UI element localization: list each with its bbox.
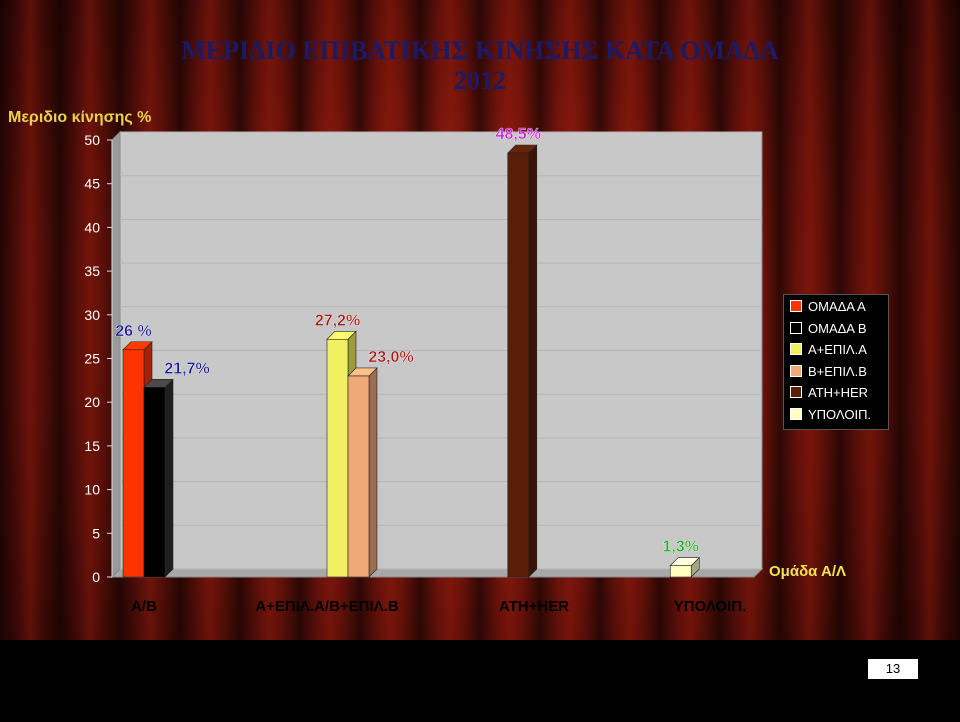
bar <box>669 565 692 578</box>
legend-entry: Α+ΕΠΙΛ.Α <box>790 342 867 360</box>
legend-entry: ATH+HER <box>790 385 868 403</box>
legend-swatch <box>790 386 802 398</box>
data-label: 26 % <box>115 323 151 340</box>
bar <box>122 349 145 578</box>
x-tick-label: ATH+HER <box>499 598 569 615</box>
data-label: 21,7% <box>164 360 209 377</box>
y-tick-label: 30 <box>84 307 100 323</box>
bar-side <box>164 378 174 578</box>
data-label: 48,5% <box>496 126 541 143</box>
y-tick-label: 40 <box>84 219 100 235</box>
grid-lines <box>120 131 762 570</box>
y-tick-label: 20 <box>84 394 100 410</box>
plot-side-wall <box>111 130 121 579</box>
bar <box>507 152 530 578</box>
x-tick-label: Α/Β <box>131 598 157 615</box>
plot-floor <box>110 568 764 578</box>
y-tick-label: 25 <box>84 351 100 367</box>
data-labels: 26 % 21,7% 27,2% 23,0% 48,5% 1,3% <box>115 126 699 556</box>
legend-label: Α+ΕΠΙΛ.Α <box>808 342 867 357</box>
bar <box>143 387 166 578</box>
y-tick-label: 35 <box>84 263 100 279</box>
legend-label: Β+ΕΠΙΛ.Β <box>808 363 867 379</box>
bar-side <box>528 144 538 578</box>
y-axis: 0 5 10 15 20 25 30 35 40 45 50 <box>84 132 113 585</box>
legend-swatch <box>790 407 802 420</box>
data-label: 23,0% <box>368 349 413 366</box>
bar <box>347 375 370 578</box>
bar-chart: 0 5 10 15 20 25 30 35 40 45 50 26 % 21,7% 27,2% 23,0%… <box>84 126 764 615</box>
page-number: 13 <box>868 659 918 679</box>
legend-swatch <box>790 321 802 334</box>
legend-label: ATH+HER <box>808 385 869 400</box>
legend-label: ΟΜΑΔΑ Β <box>808 320 867 336</box>
legend-label: ΟΜΑΔΑ Α <box>808 299 866 314</box>
bar <box>326 338 349 578</box>
plot-area <box>110 130 764 579</box>
legend-swatch <box>790 364 802 377</box>
x-tick-label: Α+ΕΠΙΛ.Α/Β+ΕΠΙΛ.Β <box>255 598 399 615</box>
chart-subtitle: 2012 <box>454 66 506 95</box>
y-tick-label: 0 <box>92 569 100 585</box>
y-tick-label: 45 <box>84 176 100 192</box>
series-caption: Ομάδα Α/Λ <box>769 563 846 580</box>
y-axis-label: Μεριδιο κίνησης % <box>8 109 152 126</box>
legend: ΟΜΑΔΑ Α ΟΜΑΔΑ Β Α+ΕΠΙΛ.Α Β+ΕΠΙΛ.Β ATH+HER ΥΠΟ… <box>783 294 889 430</box>
legend-entry: Β+ΕΠΙΛ.Β <box>790 364 867 382</box>
data-label: 27,2% <box>315 312 360 329</box>
y-tick-label: 10 <box>84 482 100 498</box>
stage-floor <box>0 640 960 722</box>
chart-title: ΜΕΡΙΔΙΟ ΕΠΙΒΑΤΙΚΗΣ ΚΙΝΗΣΗΣ ΚΑΤΑ ΟΜΑΔΑ <box>181 36 779 65</box>
y-tick-label: 5 <box>92 525 100 541</box>
y-tick-label: 50 <box>84 132 100 148</box>
legend-entry: ΟΜΑΔΑ Α <box>790 299 866 317</box>
legend-swatch <box>790 343 802 355</box>
y-tick-label: 15 <box>84 438 100 454</box>
legend-label: ΥΠΟΛΟΙΠ. <box>808 406 872 422</box>
bar-side <box>368 367 378 578</box>
legend-swatch <box>790 300 802 312</box>
x-axis: Α/Β Α+ΕΠΙΛ.Α/Β+ΕΠΙΛ.Β ATH+HER ΥΠΟΛΟΙΠ. <box>131 598 746 615</box>
legend-entry: ΥΠΟΛΟΙΠ. <box>790 407 871 425</box>
bar-series <box>122 144 700 578</box>
legend-entry: ΟΜΑΔΑ Β <box>790 321 867 339</box>
x-tick-label: ΥΠΟΛΟΙΠ. <box>674 598 747 615</box>
data-label: 1,3% <box>663 539 699 556</box>
